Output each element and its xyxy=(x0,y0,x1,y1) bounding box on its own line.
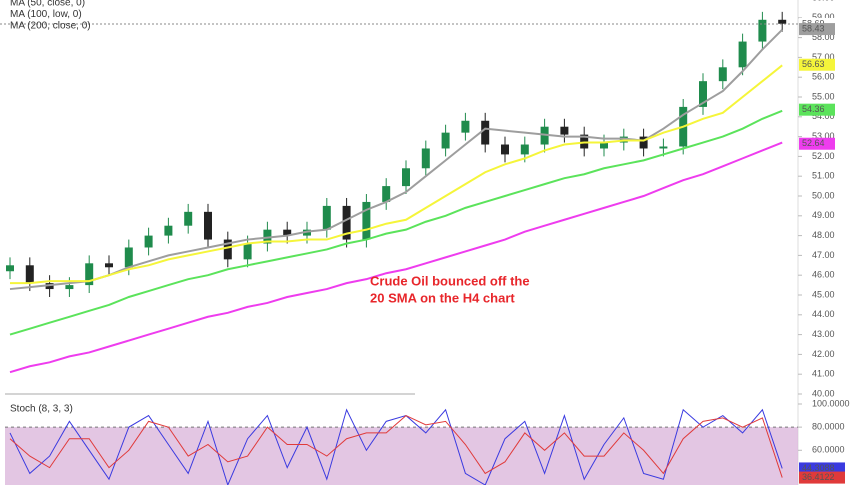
candle-body xyxy=(501,144,509,155)
candle-body xyxy=(461,120,470,133)
band xyxy=(5,427,798,485)
overlay: Crude Oil bounced off the 20 SMA on the … xyxy=(10,0,850,484)
y-tick-label: 45.00 xyxy=(812,289,835,299)
y-tick-label: 47.00 xyxy=(812,250,835,260)
candle-body xyxy=(223,239,232,260)
candle-body xyxy=(699,81,707,107)
candle-body xyxy=(520,144,529,155)
candle-body xyxy=(758,19,767,42)
candle-body xyxy=(362,201,371,240)
y-tick-label: 57.00 xyxy=(812,52,835,62)
price-label-bg xyxy=(799,23,835,36)
y-tick-label: 60.0000 xyxy=(812,445,845,455)
stoch-pane xyxy=(5,408,798,485)
y-tick-label: 50.00 xyxy=(812,190,835,200)
candle-body xyxy=(6,265,14,272)
candle-body xyxy=(204,211,212,240)
y-tick-label: 80.0000 xyxy=(812,422,845,432)
legend-entry: MA (200, close, 0) xyxy=(10,21,91,32)
y-tick-label: 46.00 xyxy=(812,270,835,280)
price-label-bg xyxy=(799,137,835,150)
candle-body xyxy=(243,243,252,260)
price-label: 52.64 xyxy=(802,138,825,148)
y-tick-label: 52.00 xyxy=(812,151,835,161)
candle-body xyxy=(481,120,490,145)
price-pane xyxy=(0,11,798,374)
annotation: Crude Oil bounced off the xyxy=(370,273,530,288)
legend-entry: MA (50, close, 0) xyxy=(10,0,85,9)
candle-body xyxy=(421,148,430,169)
candle-body xyxy=(124,247,133,268)
y-tick-label: 54.00 xyxy=(812,111,835,121)
candle-body xyxy=(441,132,450,149)
y-tick-label: 53.00 xyxy=(812,131,835,141)
candle-body xyxy=(560,126,569,135)
ma-line xyxy=(10,64,783,285)
price-label: 56.63 xyxy=(802,59,825,69)
y-tick-label: 41.00 xyxy=(812,369,835,379)
stoch-line xyxy=(9,414,783,478)
y-tick-label: 51.00 xyxy=(812,171,835,181)
legend-entry: MA (100, low, 0) xyxy=(10,9,82,20)
candle-body xyxy=(144,235,153,248)
candle-body xyxy=(184,211,193,226)
candle-body xyxy=(342,205,351,240)
value-label-bg xyxy=(799,471,845,484)
annotation: 20 SMA on the H4 chart xyxy=(370,290,515,305)
ma-line xyxy=(9,141,783,374)
y-tick-label: 49.00 xyxy=(812,210,835,220)
y-tick-label: 40.00 xyxy=(812,388,835,398)
candle-body xyxy=(105,263,113,268)
candle-body xyxy=(659,146,668,149)
stoch-title: Stoch (8, 3, 3) xyxy=(10,404,73,415)
value-label: 36.4122 xyxy=(802,472,835,482)
y-tick-label: 58.00 xyxy=(812,32,835,42)
y-tick-label: 100.0000 xyxy=(812,398,850,408)
candle-body xyxy=(600,142,608,149)
value-label-bg xyxy=(799,462,845,475)
ma-line xyxy=(9,28,783,291)
candle-body xyxy=(322,205,331,230)
y-tick-label: 56.00 xyxy=(812,72,835,82)
price-label: 54.36 xyxy=(802,104,825,114)
candle-body xyxy=(382,186,391,202)
price-label-bg xyxy=(799,58,835,71)
y-tick-label: 42.00 xyxy=(812,349,835,359)
y-tick-label: 60.00 xyxy=(812,0,835,2)
y-tick-label: 48.00 xyxy=(812,230,835,240)
y-tick-label: 59.00 xyxy=(812,12,835,22)
y-tick-label: 55.00 xyxy=(812,91,835,101)
candle-body xyxy=(25,265,34,284)
candle-body xyxy=(718,67,727,82)
price-label-bg xyxy=(799,103,835,116)
candle-body xyxy=(65,285,74,290)
stoch-line xyxy=(9,408,783,485)
ma-line xyxy=(9,109,783,336)
y-tick-label: 43.00 xyxy=(812,329,835,339)
candle-body xyxy=(738,41,747,68)
candle-body xyxy=(402,168,410,187)
price-label: 58.43 xyxy=(802,23,825,33)
candle-body xyxy=(778,19,787,24)
candle-body xyxy=(639,136,648,149)
candle-body xyxy=(164,225,173,236)
value-label: 44.3088 xyxy=(802,463,835,473)
y-tick-label: 44.00 xyxy=(812,309,835,319)
candle-body xyxy=(85,263,94,286)
candle-body xyxy=(283,229,292,236)
